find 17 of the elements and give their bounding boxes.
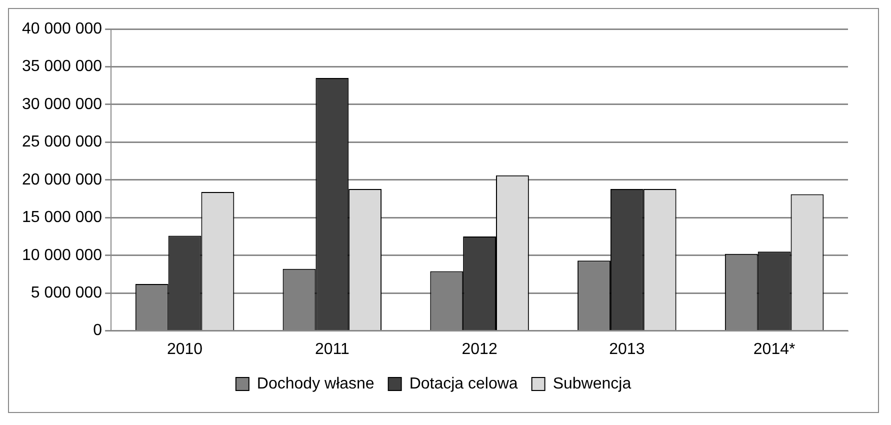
x-tick-label: 2014* — [753, 340, 796, 358]
x-tick-label: 2012 — [462, 340, 498, 358]
y-tick-label: 15 000 000 — [22, 209, 102, 226]
y-tick-label: 10 000 000 — [22, 246, 102, 264]
y-tick-label: 0 — [93, 322, 102, 340]
y-tick-label: 5 000 000 — [30, 284, 102, 302]
y-tick-label: 20 000 000 — [22, 171, 102, 188]
x-tick-label: 2011 — [314, 340, 350, 358]
x-tick-label: 2013 — [609, 340, 645, 358]
legend-label: Dochody własne — [256, 375, 374, 392]
x-tick-label: 2010 — [166, 340, 203, 358]
y-tick-label: 25 000 000 — [22, 134, 102, 151]
legend-label: Subwencja — [552, 375, 632, 392]
y-tick-label: 30 000 000 — [22, 96, 102, 113]
y-tick-label: 40 000 000 — [22, 20, 102, 38]
legend-label: Dotacja celowa — [409, 375, 518, 392]
y-tick-label: 35 000 000 — [22, 58, 102, 76]
